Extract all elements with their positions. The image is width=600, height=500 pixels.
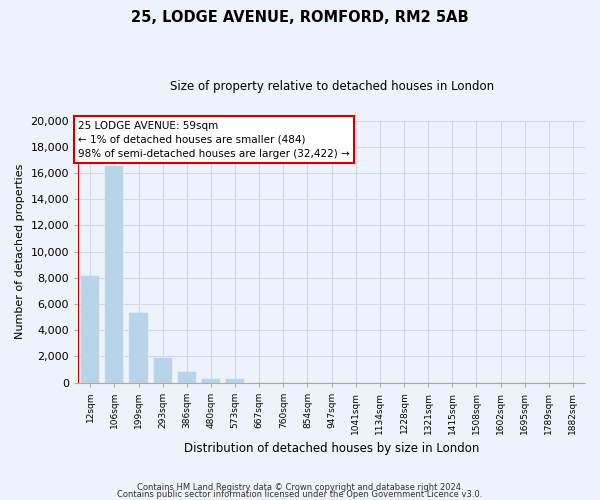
Bar [106, 166, 124, 382]
Text: Contains HM Land Registry data © Crown copyright and database right 2024.: Contains HM Land Registry data © Crown c… [137, 484, 463, 492]
Text: 25 LODGE AVENUE: 59sqm
← 1% of detached houses are smaller (484)
98% of semi-det: 25 LODGE AVENUE: 59sqm ← 1% of detached … [78, 120, 350, 158]
Y-axis label: Number of detached properties: Number of detached properties [15, 164, 25, 339]
Bar [226, 379, 244, 382]
Bar [81, 276, 100, 382]
Bar [154, 358, 172, 382]
Bar [130, 313, 148, 382]
Bar [178, 372, 196, 382]
Text: Contains public sector information licensed under the Open Government Licence v3: Contains public sector information licen… [118, 490, 482, 499]
Bar [202, 378, 220, 382]
Text: 25, LODGE AVENUE, ROMFORD, RM2 5AB: 25, LODGE AVENUE, ROMFORD, RM2 5AB [131, 10, 469, 25]
X-axis label: Distribution of detached houses by size in London: Distribution of detached houses by size … [184, 442, 479, 455]
Title: Size of property relative to detached houses in London: Size of property relative to detached ho… [170, 80, 494, 93]
